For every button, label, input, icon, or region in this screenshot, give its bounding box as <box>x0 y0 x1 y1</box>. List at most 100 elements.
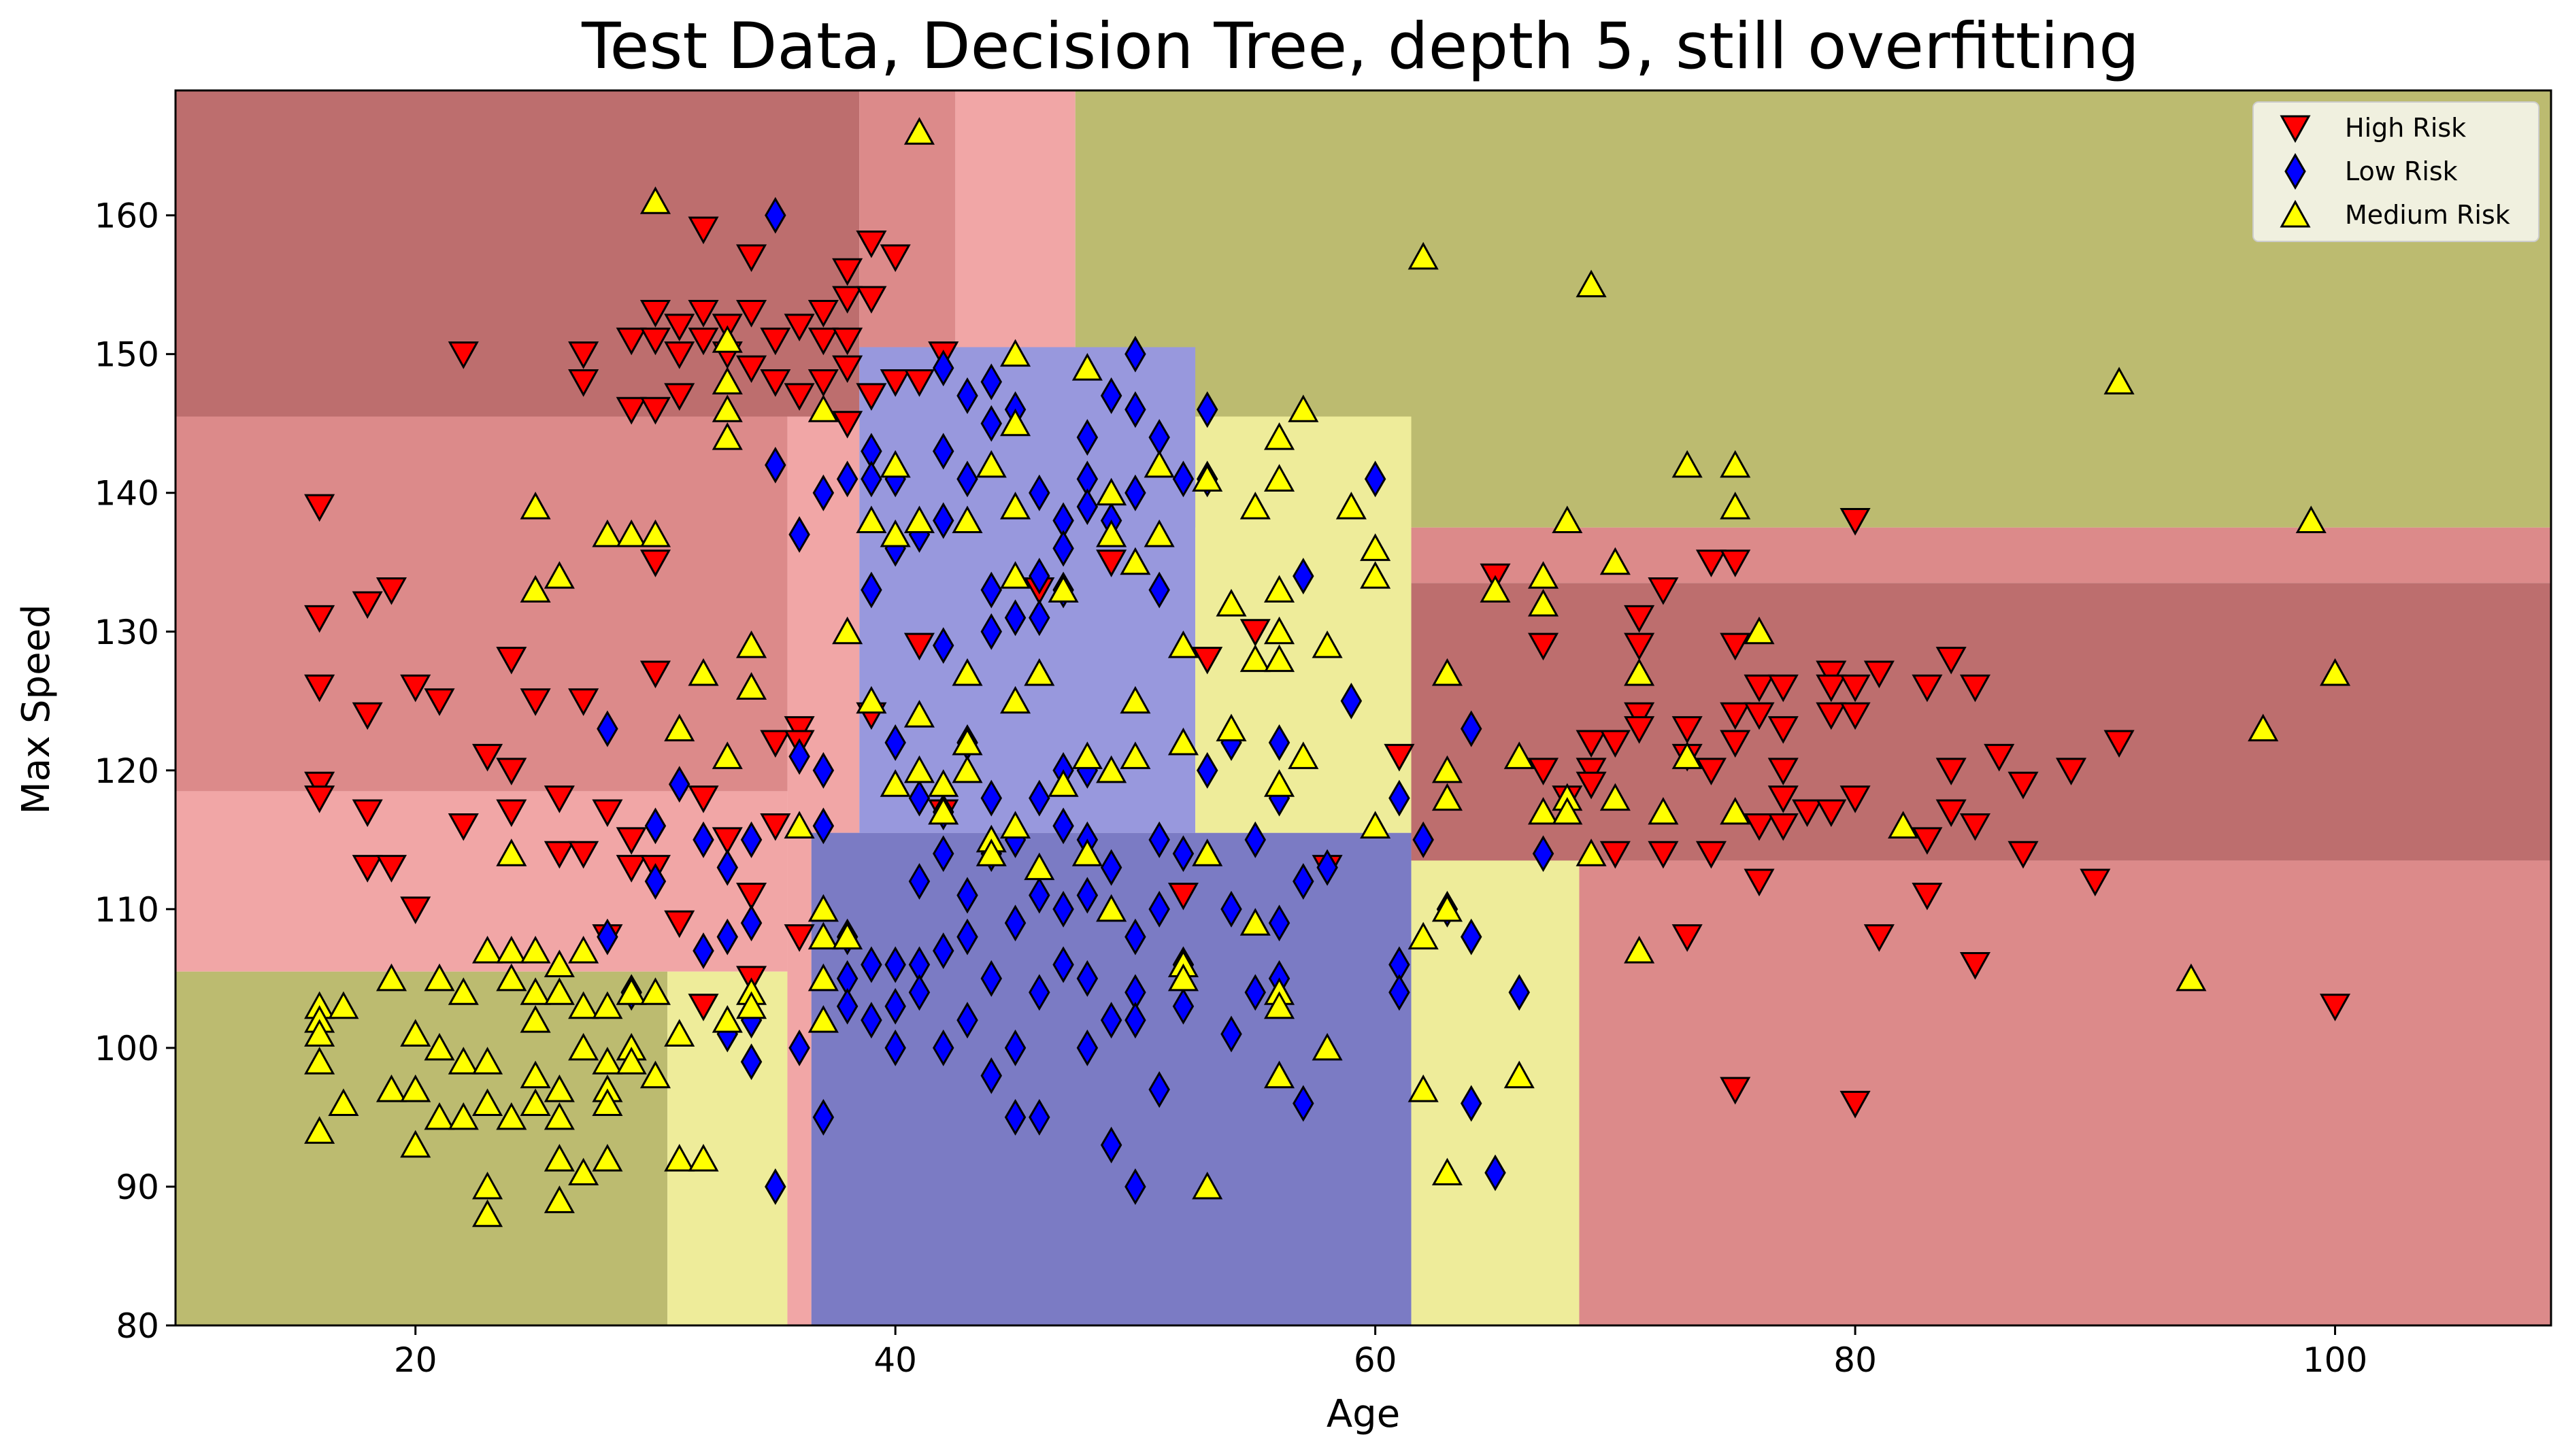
point-medium-risk-117 <box>712 741 743 769</box>
point-high-risk-1 <box>568 341 599 369</box>
point-high-risk-109 <box>1695 758 1727 785</box>
point-high-risk-100 <box>1624 632 1655 661</box>
point-low-risk-67 <box>1052 807 1074 845</box>
point-medium-risk-170 <box>1192 839 1223 866</box>
point-high-risk-39 <box>304 674 335 702</box>
point-low-risk-96 <box>1172 835 1195 873</box>
point-medium-risk-155 <box>1048 769 1079 797</box>
point-low-risk-80 <box>1100 849 1122 886</box>
point-low-risk-107 <box>1268 724 1290 761</box>
point-high-risk-15 <box>736 244 767 272</box>
point-medium-risk-108 <box>616 1047 647 1074</box>
x-axis: 20 40 60 80 100 <box>394 1325 2367 1380</box>
point-low-risk-2 <box>788 515 810 553</box>
point-medium-risk-87 <box>520 1088 551 1117</box>
point-low-risk-125 <box>1484 1154 1506 1191</box>
point-medium-risk-181 <box>1264 991 1295 1019</box>
point-low-risk-33 <box>932 835 954 873</box>
point-low-risk-39 <box>956 877 978 914</box>
point-high-risk-27 <box>832 327 863 356</box>
x-axis-label: Age <box>1327 1392 1400 1436</box>
point-medium-risk-50 <box>2176 963 2207 992</box>
legend-label-low-risk: Low Risk <box>2345 156 2458 186</box>
point-medium-risk-29 <box>1528 561 1559 589</box>
point-low-risk-49 <box>980 1057 1003 1094</box>
point-high-risk-117 <box>1744 702 1775 730</box>
point-low-risk-7 <box>812 1098 835 1136</box>
point-medium-risk-152 <box>1024 658 1055 686</box>
point-high-risk-28 <box>832 355 863 384</box>
point-low-risk-14 <box>861 571 882 609</box>
point-medium-risk-6 <box>903 117 935 145</box>
point-high-risk-138 <box>1912 827 1943 855</box>
point-low-risk-127 <box>1532 835 1554 873</box>
point-low-risk-34 <box>932 932 954 970</box>
point-low-risk-135 <box>693 932 714 970</box>
point-medium-risk-77 <box>496 839 527 866</box>
point-low-risk-56 <box>1029 474 1050 511</box>
point-medium-risk-56 <box>304 1019 335 1047</box>
point-medium-risk-123 <box>784 811 815 839</box>
point-medium-risk-94 <box>544 1185 575 1213</box>
point-medium-risk-38 <box>1599 783 1631 811</box>
point-low-risk-8 <box>836 460 859 498</box>
point-medium-risk-82 <box>520 575 551 603</box>
point-high-risk-7 <box>639 396 671 425</box>
point-medium-risk-75 <box>471 1171 503 1200</box>
point-medium-risk-131 <box>856 685 887 714</box>
point-high-risk-152 <box>2320 994 2351 1021</box>
point-medium-risk-22 <box>1431 894 1463 922</box>
point-medium-risk-134 <box>880 769 911 797</box>
point-medium-risk-66 <box>424 963 455 992</box>
point-medium-risk-171 <box>1192 1171 1223 1200</box>
point-medium-risk-76 <box>471 1199 503 1228</box>
point-medium-risk-4 <box>712 422 743 450</box>
point-medium-risk-116 <box>688 1144 719 1172</box>
point-low-risk-93 <box>1148 890 1170 928</box>
point-high-risk-121 <box>1767 716 1799 744</box>
point-high-risk-50 <box>424 688 455 716</box>
point-medium-risk-115 <box>688 658 719 686</box>
point-low-risk-122 <box>1460 710 1482 747</box>
point-medium-risk-36 <box>1576 839 1607 866</box>
point-high-risk-107 <box>1671 924 1703 952</box>
point-high-risk-60 <box>568 841 599 869</box>
point-low-risk-111 <box>1293 558 1314 595</box>
point-medium-risk-15 <box>1335 492 1367 520</box>
point-low-risk-143 <box>765 1168 786 1205</box>
point-medium-risk-111 <box>639 1060 671 1089</box>
point-high-risk-141 <box>1935 758 1967 785</box>
point-medium-risk-81 <box>520 492 551 520</box>
point-medium-risk-46 <box>1720 796 1751 825</box>
point-high-risk-11 <box>688 299 719 328</box>
point-low-risk-5 <box>812 751 835 789</box>
point-low-risk-72 <box>1076 488 1099 526</box>
point-medium-risk-178 <box>1264 644 1295 673</box>
point-medium-risk-31 <box>1528 796 1559 825</box>
point-medium-risk-83 <box>520 935 551 964</box>
point-medium-risk-179 <box>1264 769 1295 797</box>
point-high-risk-70 <box>688 994 719 1021</box>
point-low-risk-61 <box>1029 974 1050 1011</box>
point-medium-risk-138 <box>928 769 959 797</box>
point-low-risk-128 <box>597 710 618 747</box>
plot-frame <box>174 89 2552 1327</box>
point-low-risk-134 <box>693 821 714 858</box>
legend-marker-medium-risk <box>2280 199 2311 228</box>
point-medium-risk-89 <box>544 949 575 977</box>
point-high-risk-146 <box>1984 743 2015 772</box>
legend: High Risk Low Risk Medium Risk <box>2252 101 2539 242</box>
point-low-risk-64 <box>1052 530 1074 567</box>
point-high-risk-49 <box>400 896 431 924</box>
point-medium-risk-153 <box>1024 852 1055 881</box>
point-medium-risk-3 <box>712 394 743 422</box>
point-high-risk-101 <box>1624 702 1655 730</box>
point-medium-risk-35 <box>1576 269 1607 298</box>
point-high-risk-36 <box>688 216 719 245</box>
point-high-risk-38 <box>304 605 335 633</box>
point-medium-risk-11 <box>1239 492 1271 520</box>
point-medium-risk-156 <box>1071 741 1103 769</box>
point-medium-risk-172 <box>1216 588 1247 617</box>
point-high-risk-119 <box>1744 868 1775 897</box>
point-medium-risk-49 <box>2103 367 2135 394</box>
